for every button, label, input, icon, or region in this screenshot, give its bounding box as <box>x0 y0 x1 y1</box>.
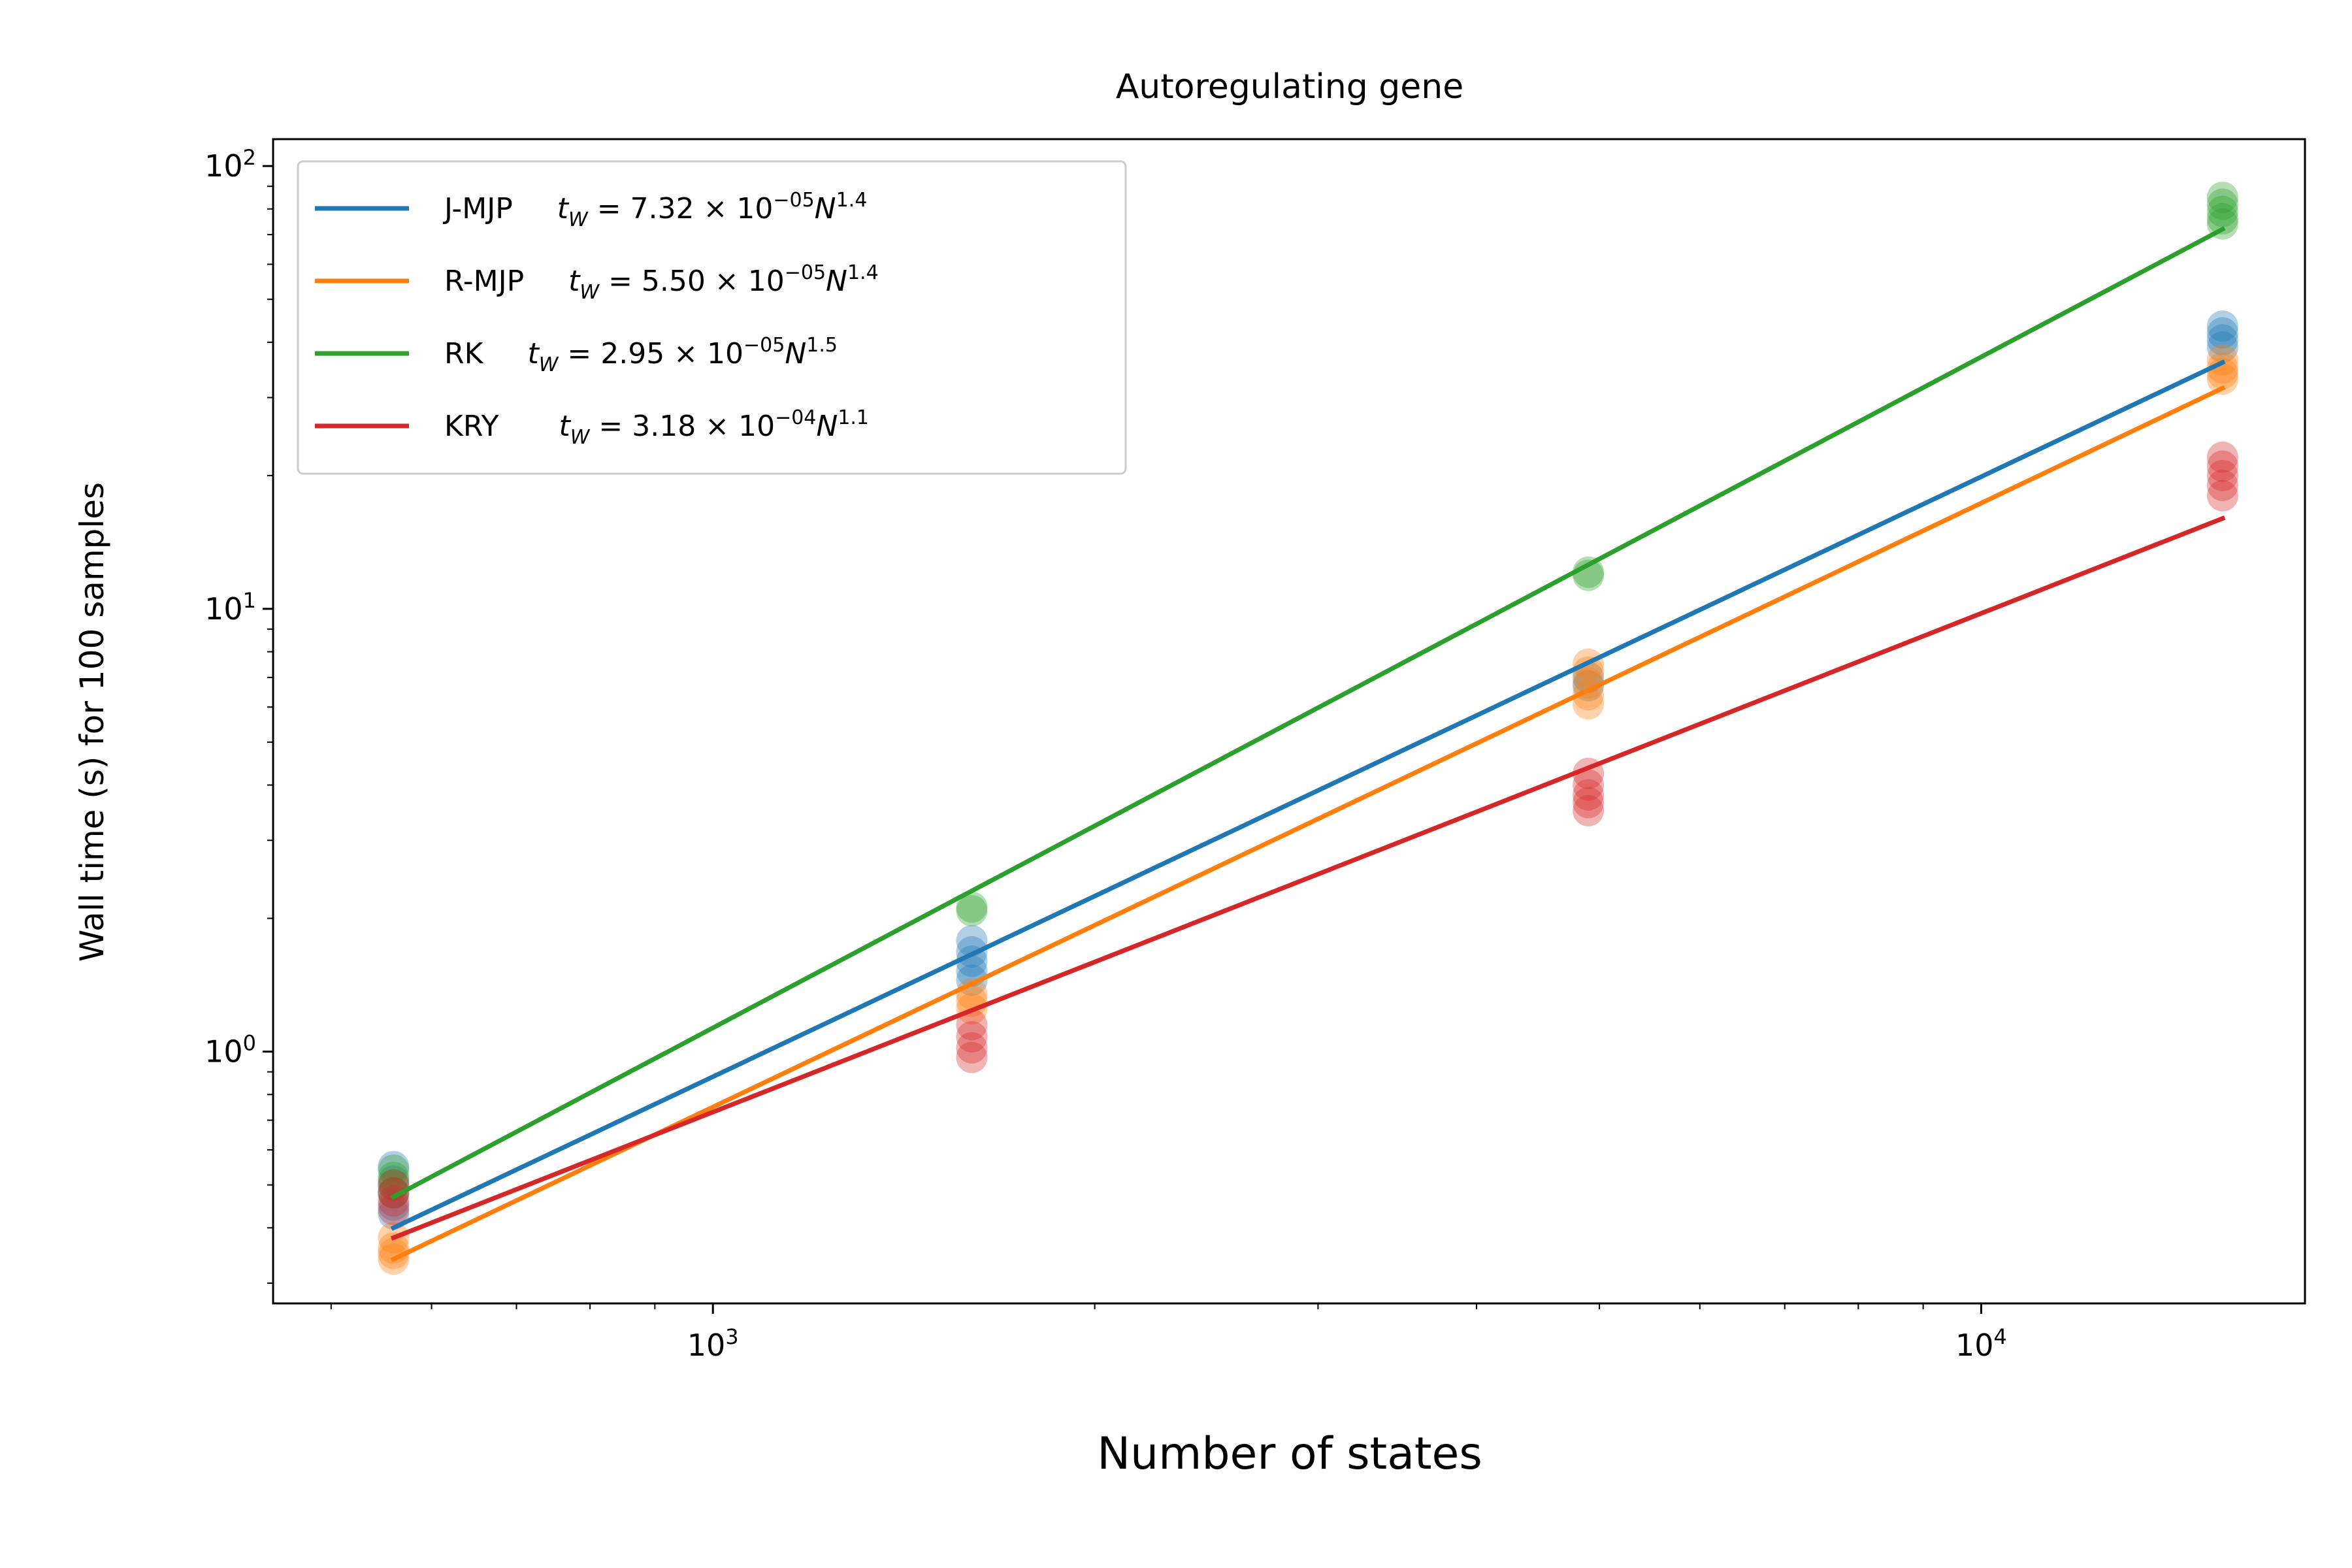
data-point <box>2206 450 2238 482</box>
legend: J-MJP tW = 7.32 × 10−05N1.4 R-MJP tW = 5.50… <box>297 160 1127 475</box>
fit-r-mjp <box>390 385 2226 1262</box>
y-axis-label: Wall time (s) for 100 samples <box>73 482 111 962</box>
legend-box <box>297 160 1127 475</box>
data-point <box>2206 331 2238 363</box>
legend-label-j-mjp: J-MJP tW = 7.32 × 10−05N1.4 <box>442 189 867 231</box>
data-point <box>956 1041 988 1073</box>
legend-label-rk: RK tW = 2.95 × 10−05N1.5 <box>444 334 838 376</box>
series-layer <box>378 181 2238 1275</box>
data-point <box>1573 556 1605 588</box>
data-point <box>1573 779 1605 811</box>
legend-label-kry: KRY tW = 3.18 × 10−04N1.1 <box>444 406 869 449</box>
data-point <box>378 1237 410 1269</box>
data-point <box>956 945 988 977</box>
data-point <box>1573 769 1605 801</box>
data-point <box>956 924 988 956</box>
y-tick-label: 100 <box>204 1031 256 1070</box>
data-point <box>1573 667 1605 699</box>
legend-label-r-mjp: R-MJP tW = 5.50 × 10−05N1.4 <box>444 261 879 304</box>
data-point <box>378 1194 410 1226</box>
data-point <box>1573 787 1605 819</box>
data-point <box>2206 363 2238 395</box>
data-point <box>2206 344 2238 376</box>
data-point <box>2206 195 2238 227</box>
axes-layer: 103 104 100 101 102 <box>204 138 2306 1363</box>
data-point <box>2206 310 2238 342</box>
data-point <box>2206 203 2238 235</box>
data-point <box>2206 352 2238 384</box>
x-tick-label: 103 <box>687 1324 739 1363</box>
data-point <box>378 1151 410 1183</box>
x-axis-label: Number of states <box>1097 1428 1482 1480</box>
fit-line <box>390 359 2226 1231</box>
data-point <box>378 1154 410 1186</box>
data-point <box>2206 480 2238 512</box>
data-point <box>378 1177 410 1209</box>
data-point <box>378 1177 410 1209</box>
data-point <box>956 1021 988 1053</box>
data-point <box>378 1189 410 1221</box>
fit-rk <box>390 226 2226 1200</box>
data-point <box>956 1009 988 1041</box>
data-point <box>378 1165 410 1197</box>
data-point <box>2206 188 2238 220</box>
fit-j-mjp <box>390 359 2226 1231</box>
data-point <box>2206 469 2238 501</box>
fit-line <box>390 385 2226 1262</box>
data-point <box>378 1162 410 1194</box>
data-point <box>956 895 988 927</box>
fit-line <box>390 226 2226 1200</box>
data-point <box>1573 794 1605 826</box>
x-tick-label: 104 <box>1955 1324 2007 1363</box>
data-point <box>378 1177 410 1209</box>
data-point <box>2206 459 2238 491</box>
data-point <box>2206 181 2238 213</box>
data-point <box>2206 324 2238 356</box>
chart-title: Autoregulating gene <box>1116 67 1464 106</box>
data-point <box>956 891 988 923</box>
fit-line <box>390 515 2226 1241</box>
data-point <box>2206 441 2238 473</box>
data-point <box>2206 317 2238 349</box>
fit-kry <box>390 515 2226 1241</box>
y-tick-label: 101 <box>204 588 256 627</box>
plot-frame <box>272 138 2306 1305</box>
data-point <box>956 1032 988 1064</box>
y-tick-label: 102 <box>204 145 256 184</box>
